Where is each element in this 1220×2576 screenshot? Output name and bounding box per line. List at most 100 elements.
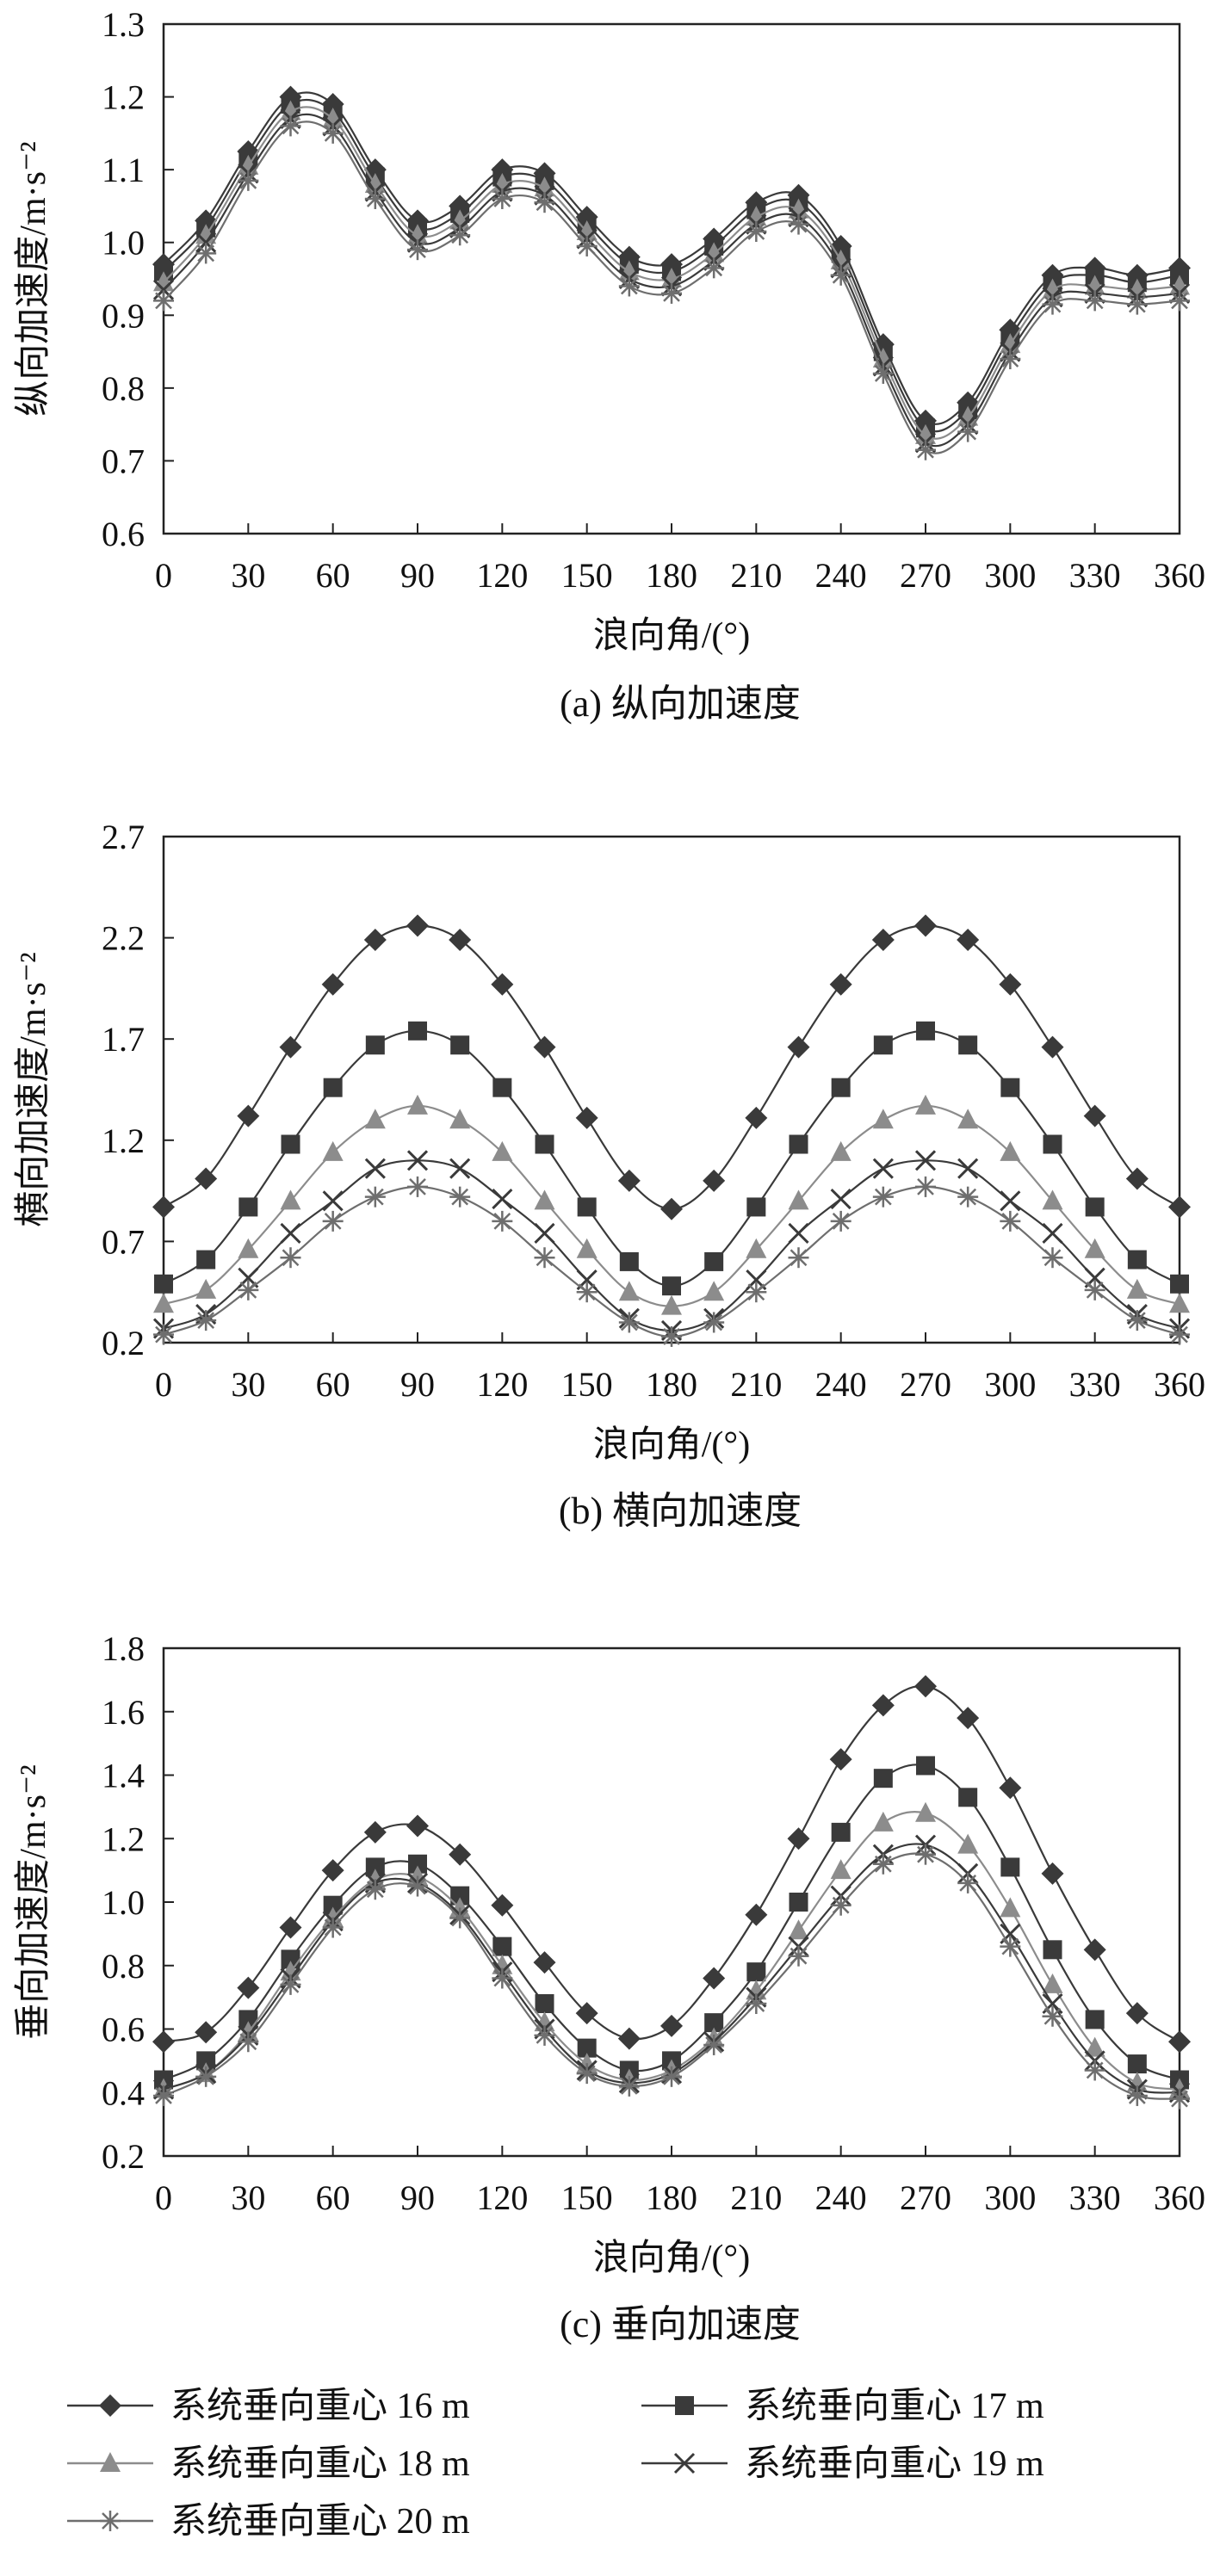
data-point: [999, 973, 1022, 996]
data-point: [322, 1190, 344, 1212]
data-point: [534, 1222, 555, 1245]
series-2: [154, 1021, 1189, 1296]
y-tick-label: 0.6: [102, 515, 145, 553]
legend-item-4: 系统垂向重心 19 m: [641, 2444, 1044, 2484]
data-point: [321, 973, 344, 996]
data-point: [1168, 2030, 1191, 2054]
data-point: [535, 1994, 554, 2013]
data-point: [279, 1916, 302, 1939]
data-point: [915, 1176, 936, 1197]
data-point: [999, 1776, 1022, 1800]
data-point: [196, 1250, 216, 1269]
legend-marker: [99, 2394, 121, 2417]
x-tick-label: 330: [1069, 556, 1121, 595]
series-5: [153, 1844, 1190, 2110]
data-point: [872, 1853, 894, 1875]
data-point: [364, 1879, 386, 1900]
data-point: [746, 221, 767, 243]
data-point: [703, 1169, 726, 1192]
x-tick-label: 330: [1069, 1365, 1121, 1404]
data-point: [957, 1186, 979, 1208]
data-point: [1126, 1278, 1148, 1299]
data-point: [492, 1140, 513, 1161]
data-point: [872, 1186, 894, 1208]
legend-label: 系统垂向重心 19 m: [745, 2444, 1044, 2484]
data-point: [703, 2034, 725, 2055]
data-point: [660, 2014, 683, 2037]
data-point: [872, 1158, 894, 1179]
data-point: [661, 1325, 682, 1347]
panel-caption: (a) 纵向加速度: [560, 683, 801, 725]
panel-caption: (c) 垂向加速度: [560, 2303, 801, 2345]
data-point: [662, 1276, 681, 1296]
data-point: [237, 1976, 260, 1999]
data-point: [1126, 293, 1148, 315]
legend-label: 系统垂向重心 20 m: [170, 2502, 470, 2542]
series-2: [154, 1756, 1189, 2090]
data-point: [619, 1251, 639, 1271]
y-tick-label: 0.4: [102, 2073, 145, 2112]
data-point: [280, 1961, 301, 1981]
data-point: [830, 1859, 852, 1880]
data-point: [576, 235, 598, 256]
data-point: [449, 1186, 471, 1208]
data-point: [789, 1134, 808, 1154]
data-point: [533, 1035, 556, 1059]
data-point: [1000, 1140, 1021, 1161]
data-point: [916, 1756, 935, 1776]
data-point: [746, 1282, 767, 1303]
data-point: [407, 1875, 428, 1897]
data-point: [957, 1872, 979, 1893]
data-point: [323, 1078, 343, 1097]
data-point: [1043, 1134, 1062, 1154]
data-point: [1169, 1293, 1190, 1313]
data-point: [1042, 1247, 1063, 1269]
data-point: [746, 1197, 766, 1217]
data-point: [703, 1281, 725, 1301]
legend-marker: [100, 2511, 121, 2531]
x-tick-label: 120: [476, 2178, 528, 2217]
data-point: [618, 1281, 640, 1301]
data-point: [830, 1140, 852, 1161]
data-point: [1042, 2005, 1063, 2027]
data-point: [958, 1788, 978, 1807]
x-tick-label: 300: [984, 1365, 1036, 1404]
data-point: [238, 1279, 259, 1300]
x-tick-label: 270: [900, 1365, 951, 1404]
data-point: [746, 1962, 766, 1982]
data-point: [788, 213, 809, 235]
data-point: [788, 1247, 809, 1269]
chart-panel-2: 0 30 60 90 120 150 180 210 240 270 300 330 360 0.2 0.7…: [14, 818, 1205, 1532]
data-point: [533, 1951, 556, 1974]
data-point: [1170, 1274, 1189, 1294]
x-tick-label: 270: [900, 556, 951, 595]
data-point: [1084, 1279, 1105, 1300]
y-tick-label: 2.7: [102, 818, 145, 856]
y-tick-label: 0.9: [102, 296, 145, 335]
data-point: [618, 1312, 640, 1333]
data-point: [492, 1968, 513, 1989]
data-point: [1000, 1190, 1021, 1212]
series-line: [163, 1029, 1180, 1288]
data-point: [1083, 1104, 1106, 1127]
data-point: [1084, 2060, 1105, 2081]
x-tick-label: 360: [1154, 1365, 1205, 1404]
y-tick-label: 1.7: [102, 1020, 145, 1059]
data-point: [1000, 349, 1021, 370]
legend-marker: [100, 2452, 121, 2472]
data-point: [829, 1748, 852, 1771]
data-point: [746, 1238, 767, 1258]
y-axis-label: 纵向加速度/m·s⁻²: [14, 141, 53, 416]
data-point: [195, 232, 217, 253]
data-point: [788, 1945, 809, 1967]
x-axis-label: 浪向角/(°): [593, 1424, 750, 1465]
plot-frame: [162, 835, 1181, 1344]
data-point: [492, 1188, 513, 1210]
data-point: [323, 1895, 343, 1915]
data-point: [322, 1917, 344, 1938]
data-point: [152, 279, 175, 300]
data-point: [745, 1903, 768, 1926]
data-point: [238, 1238, 259, 1258]
legend-label: 系统垂向重心 16 m: [170, 2387, 470, 2426]
x-tick-label: 90: [400, 556, 435, 595]
